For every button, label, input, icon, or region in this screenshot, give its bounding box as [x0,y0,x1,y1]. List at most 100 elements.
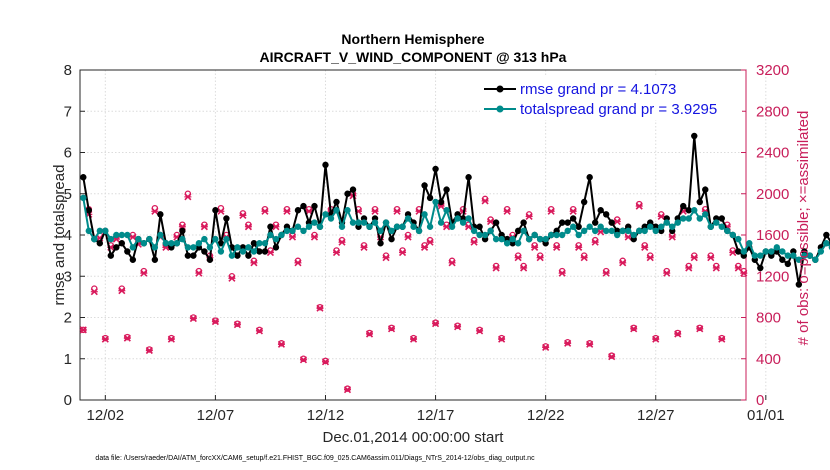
rmse-point [300,202,307,210]
obs-assimilated-point [520,264,528,272]
totalspread-point [465,215,472,222]
totalspread-point [586,223,593,230]
totalspread-point [432,198,439,206]
rmse-point [575,223,582,230]
obs-assimilated-point [398,248,407,257]
totalspread-point [338,223,346,230]
obs-assimilated-point [740,269,748,277]
obs-assimilated-point [189,314,197,323]
totalspread-point [757,252,764,259]
obs-assimilated-point [79,326,87,334]
rmse-point [245,252,252,259]
rmse-point [476,223,483,230]
obs-assimilated-point [525,212,533,221]
totalspread-point [135,235,142,243]
rmse-point [322,161,329,169]
obs-assimilated-point [288,233,297,241]
totalspread-point [470,227,478,235]
obs-assimilated-point [404,233,412,241]
obs-possible-point [146,346,153,353]
totalspread-point [773,244,781,251]
totalspread-point [80,194,87,202]
x-axis-label: Dec.01,2014 00:00:00 start [323,429,505,446]
x-tick-label: 12/07 [197,407,235,424]
obs-assimilated-point [195,269,203,277]
y-tick-label: 1 [64,351,72,368]
x-tick-label: 01/01 [747,407,785,424]
totalspread-point [795,256,803,263]
obs-assimilated-point [409,335,418,343]
totalspread-point [410,223,417,230]
totalspread-point [663,219,670,226]
rmse-point [602,211,610,218]
obs-assimilated-point [613,218,621,226]
totalspread-point [812,256,819,263]
obs-assimilated-point [586,340,594,348]
totalspread-point [124,231,131,239]
chart-subtitle: AIRCRAFT_V_WIND_COMPONENT @ 313 hPa [260,49,567,65]
obs-assimilated-point [624,233,632,241]
obs-assimilated-point [652,335,660,343]
obs-assimilated-point [387,325,396,333]
totalspread-point [256,240,263,247]
legend-rmse-label: rmse grand pr = 4.1073 [520,81,676,98]
rmse-point [272,244,280,251]
totalspread-point [647,223,654,230]
rmse-point [179,227,186,235]
rmse-point [113,244,120,251]
totalspread-point [729,231,736,239]
rmse-point [569,215,577,222]
obs-assimilated-point [635,202,643,210]
totalspread-point [322,211,329,218]
obs-possible-point [256,326,263,334]
y2-tick-label: 400 [756,351,781,368]
totalspread-point [674,219,681,226]
totalspread-point [481,231,489,239]
obs-assimilated-point [487,218,495,226]
obs-possible-point [278,340,285,347]
totalspread-point [245,244,252,251]
totalspread-point [740,248,747,255]
totalspread-point [272,235,280,243]
obs-assimilated-point [316,304,324,312]
obs-possible-point [542,343,549,350]
totalspread-point [724,227,731,235]
rmse-point [333,198,340,206]
totalspread-point [355,219,362,226]
totalspread-point [619,227,626,235]
y2-tick-label: 0 [756,392,764,409]
rmse-point [520,219,527,226]
rmse-point [421,182,428,189]
obs-assimilated-point [140,269,148,277]
rmse-point [691,132,698,140]
marks [79,132,830,394]
rmse-point [465,174,472,181]
totalspread-point [790,252,797,259]
totalspread-point [575,231,582,239]
totalspread-point [531,231,538,239]
obs-assimilated-point [101,335,109,343]
totalspread-point [129,244,137,251]
totalspread-point [421,211,428,218]
totalspread-point [327,215,335,222]
rmse-point [718,215,725,222]
x-tick-label: 12/22 [527,407,565,424]
rmse-point [190,252,197,259]
obs-assimilated-point [382,254,390,262]
totalspread-point [118,231,126,239]
y-tick-label: 6 [64,145,72,162]
rmse-point [217,240,225,247]
obs-assimilated-point [564,339,572,347]
totalspread-point [294,223,302,230]
totalspread-point [311,219,318,226]
rmse-point [96,240,104,247]
obs-assimilated-point [591,238,599,246]
totalspread-point [371,219,379,226]
obs-assimilated-point [646,254,654,262]
totalspread-point [102,227,109,235]
rmse-point [608,219,615,226]
obs-assimilated-point [575,243,583,251]
totalspread-point [817,248,825,255]
rmse-point [779,256,786,263]
